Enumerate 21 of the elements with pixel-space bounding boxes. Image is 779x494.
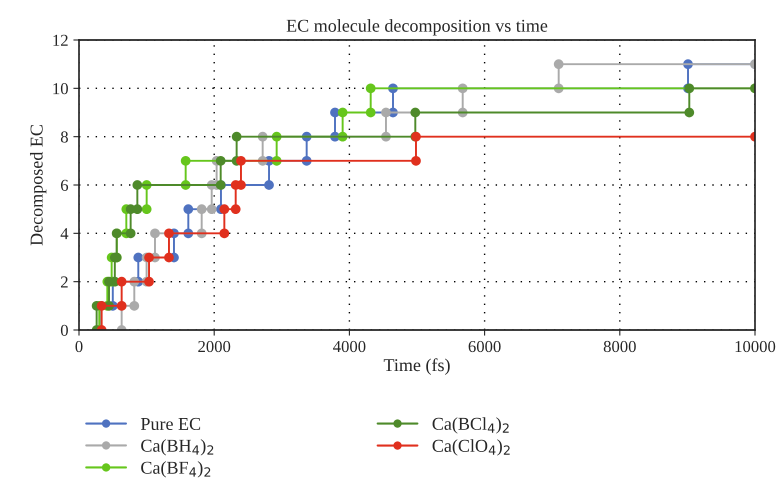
x-axis-title: Time (fs)	[384, 358, 450, 375]
legend-label: Pure EC	[140, 418, 200, 430]
y-tick-label: 6	[60, 180, 68, 191]
x-tick-label: 10000	[736, 340, 776, 352]
y-tick-label: 10	[53, 83, 68, 94]
y-tick-label: 12	[53, 34, 68, 46]
y-tick-label: 8	[60, 131, 68, 143]
y-tick-label: 4	[60, 228, 68, 240]
x-tick-label: 0	[75, 340, 83, 352]
y-axis-title: Decomposed EC	[30, 125, 46, 246]
x-tick-label: 2000	[198, 340, 230, 352]
legend-label: Ca(BH$_{4}$)$_{2}$	[141, 439, 214, 456]
x-tick-label: 6000	[468, 340, 501, 352]
x-tick-label: 8000	[604, 340, 636, 352]
y-tick-label: 2	[60, 276, 68, 288]
legend-label: Ca(BCl$_{4}$)$_{2}$	[432, 417, 509, 434]
legend-label: Ca(BF$_{4}$)$_{2}$	[141, 461, 210, 478]
x-tick-label: 4000	[333, 340, 366, 352]
y-tick-label: 0	[60, 324, 68, 336]
legend-label: Ca(ClO$_{4}$)$_{2}$	[432, 439, 510, 456]
chart-title: EC molecule decomposition vs time	[286, 19, 548, 36]
